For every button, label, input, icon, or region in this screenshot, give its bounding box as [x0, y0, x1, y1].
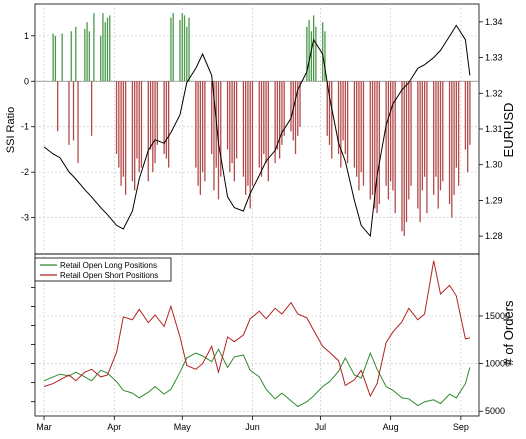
month-label: Mar	[36, 422, 52, 432]
grid-lines	[35, 4, 479, 416]
legend-label-long: Retail Open Long Positions	[60, 261, 157, 270]
right-tick-label: 1.34	[485, 17, 503, 27]
legend-label-short: Retail Open Short Positions	[60, 271, 158, 280]
month-label: Apr	[107, 422, 121, 432]
left-tick-label: -1	[21, 122, 29, 132]
top-right-axis-label: EURUSD	[501, 103, 516, 158]
legend: Retail Open Long Positions Retail Open S…	[34, 257, 172, 282]
right-tick-label: 1.28	[485, 231, 503, 241]
month-label: Jun	[245, 422, 260, 432]
top-panel-frame	[34, 3, 480, 255]
bottom-right-axis-label: # of Orders	[501, 300, 516, 366]
left-tick-label: 1	[24, 31, 29, 41]
ssi-bars	[52, 13, 471, 236]
right-tick-label: 1.29	[485, 195, 503, 205]
eurusd-line	[43, 24, 471, 238]
bottom-panel-frame	[34, 253, 480, 417]
right-tick-label: 1.30	[485, 160, 503, 170]
left-tick-label: 0	[24, 76, 29, 86]
right-tick-label: 1.32	[485, 88, 503, 98]
month-label: Sep	[453, 422, 469, 432]
short-positions-line	[43, 260, 470, 398]
month-label: May	[174, 422, 192, 432]
long-positions-line	[43, 348, 471, 408]
top-left-axis-label: SSI Ratio	[5, 107, 17, 153]
orders-tick-label: 15000	[485, 311, 510, 321]
series-lines	[43, 24, 471, 408]
left-tick-label: -2	[21, 167, 29, 177]
left-tick-label: -3	[21, 213, 29, 223]
right-tick-label: 1.33	[485, 53, 503, 63]
right-tick-label: 1.31	[485, 124, 503, 134]
month-label: Jul	[315, 422, 327, 432]
orders-tick-label: 10000	[485, 359, 510, 369]
plot-frames	[34, 3, 480, 417]
axes: 1 0 -1 -2 -3 1.34 1.33 1.32 1.31 1.30 1.29 1.28 5000…	[21, 17, 510, 432]
orders-tick-label: 5000	[485, 406, 505, 416]
month-label: Aug	[383, 422, 399, 432]
legend-box	[34, 257, 172, 282]
